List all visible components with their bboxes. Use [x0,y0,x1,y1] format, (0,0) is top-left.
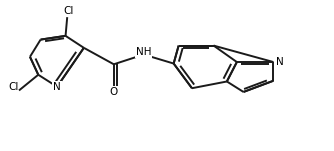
Text: NH: NH [136,47,151,57]
Text: N: N [276,57,283,67]
Text: O: O [110,87,118,97]
Text: N: N [53,82,61,92]
Text: Cl: Cl [9,82,19,92]
Text: Cl: Cl [64,6,74,16]
